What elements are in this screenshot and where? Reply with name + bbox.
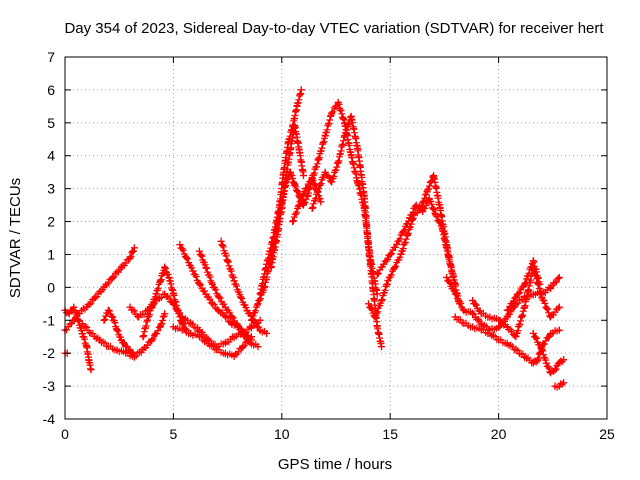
y-tick-label: 0	[47, 279, 55, 295]
series-track	[267, 122, 307, 272]
series-track	[373, 195, 459, 288]
y-tick-label: 1	[47, 246, 55, 262]
series-track	[443, 274, 563, 334]
x-tick-label: 20	[491, 426, 507, 442]
axis-ticks: 0 5 10 15 20 25 -4 -3 -2 -1 0 1 2 3 4 5 6 7	[43, 49, 615, 442]
series-track	[503, 257, 544, 314]
y-tick-label: -1	[43, 312, 56, 328]
series-track	[169, 323, 255, 360]
chart-title: Day 354 of 2023, Sidereal Day-to-day VTE…	[64, 20, 604, 37]
y-tick-label: 3	[47, 181, 55, 197]
y-tick-label: -3	[43, 378, 56, 394]
y-tick-label: -2	[43, 345, 56, 361]
y-tick-label: -4	[43, 411, 56, 427]
series-track	[100, 306, 138, 360]
series-track	[365, 173, 464, 321]
series-track	[247, 169, 325, 324]
series-sat-a	[61, 244, 138, 334]
series-track	[78, 310, 169, 361]
series-sat-c	[78, 310, 169, 361]
series-sat-m	[267, 122, 307, 272]
series-track	[529, 329, 568, 376]
plot-frame	[64, 56, 608, 420]
series-sat-v	[529, 329, 568, 377]
y-tick-label: 7	[47, 49, 55, 65]
series-track	[61, 244, 138, 334]
y-tick-label: 6	[47, 82, 55, 98]
series-sat-p	[365, 171, 464, 321]
y-tick-label: 5	[47, 115, 55, 131]
series-sat-g	[169, 323, 255, 360]
grid	[65, 57, 607, 419]
y-axis-label: SDTVAR / TECUs	[7, 178, 24, 298]
series-sat-w	[551, 379, 568, 391]
series-track	[551, 379, 568, 391]
x-tick-label: 5	[170, 426, 178, 442]
data-points	[61, 86, 568, 391]
y-tick-label: 2	[47, 214, 55, 230]
x-tick-label: 25	[599, 426, 615, 442]
series-track	[195, 247, 262, 351]
series-track	[139, 263, 190, 341]
x-axis-label: GPS time / hours	[278, 456, 392, 473]
x-tick-label: 0	[61, 426, 69, 442]
series-sat-d	[100, 306, 138, 360]
series-sat-u	[503, 257, 544, 314]
x-tick-label: 15	[382, 426, 398, 442]
x-tick-label: 10	[274, 426, 290, 442]
series-sat-q	[373, 195, 459, 288]
series-sat-i	[195, 247, 262, 351]
series-track	[451, 313, 563, 367]
y-tick-label: 4	[47, 148, 55, 164]
